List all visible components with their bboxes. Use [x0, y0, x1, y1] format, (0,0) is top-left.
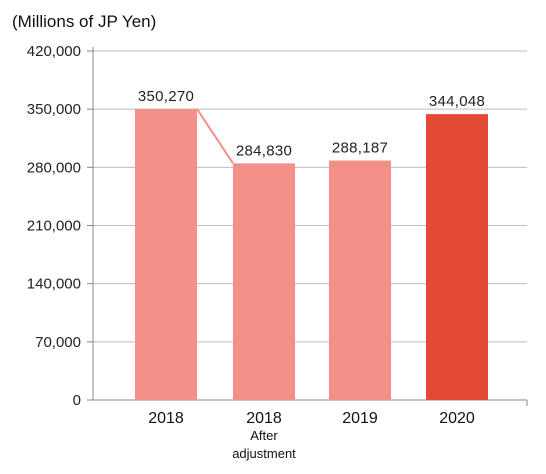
bar-4 — [426, 114, 488, 401]
value-label: 284,830 — [236, 142, 292, 159]
y-tick-label: 280,000 — [27, 159, 81, 176]
y-tick-label: 210,000 — [27, 218, 81, 235]
bar-3 — [329, 160, 391, 400]
unit-label: (Millions of JP Yen) — [12, 12, 157, 31]
y-tick-label: 350,000 — [27, 101, 81, 118]
y-tick-label: 420,000 — [27, 43, 81, 60]
value-label: 344,048 — [429, 93, 485, 110]
bars — [135, 108, 488, 401]
x-category-label: 2020 — [439, 410, 475, 427]
x-category-label: 2019 — [342, 410, 378, 427]
x-category-sublabel: After — [250, 428, 278, 443]
x-category-label: 2018 — [246, 410, 282, 427]
adjustment-connector — [196, 108, 234, 164]
x-category-label: 2018 — [148, 410, 184, 427]
x-category-sublabel: adjustment — [232, 446, 296, 461]
y-tick-label: 70,000 — [35, 334, 81, 351]
bar-2 — [233, 163, 295, 400]
value-label: 288,187 — [332, 140, 388, 157]
y-tick-label: 140,000 — [27, 276, 81, 293]
value-labels: 350,270 284,830 288,187 344,048 — [138, 88, 485, 159]
value-label: 350,270 — [138, 88, 194, 105]
y-tick-label: 0 — [73, 392, 81, 409]
y-axis-ticks: 0 70,000 140,000 210,000 280,000 350,000 420,0… — [27, 43, 93, 409]
bar-1 — [135, 108, 197, 400]
